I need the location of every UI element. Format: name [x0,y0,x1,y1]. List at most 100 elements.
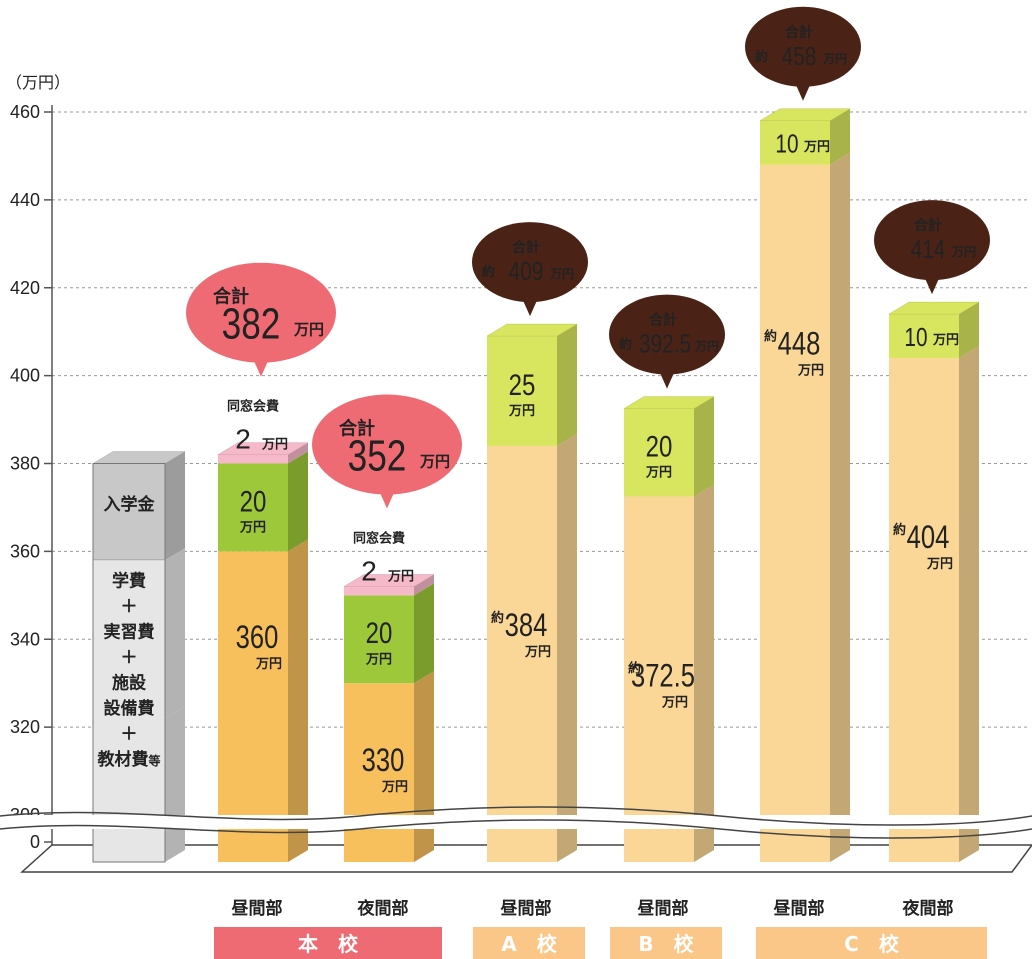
fee-unit-label: 万円 [932,333,959,348]
bubble-unit-label: 万円 [549,267,574,281]
fee-unit-label: 万円 [365,652,392,667]
bar-base-segment [760,152,850,863]
base-unit-label: 万円 [926,557,953,572]
break-line [0,819,1032,839]
approx-prefix-label: 約 [628,660,641,676]
legend-bar-top-side [165,451,185,561]
bar-fee-segment [759,108,851,165]
bubble-total-word: 合計 [213,286,249,308]
bar-alumni-segment-side [288,442,308,464]
bar-base-segment [218,539,308,862]
bubble-approx-prefix: 約 [482,264,495,280]
base-unit-label: 万円 [524,645,551,660]
bar-fee-segment-side [414,583,434,684]
bar-fee-segment-side [288,451,308,552]
bar-fee-segment-top [888,301,980,315]
category-label: 夜間部 [357,898,409,919]
bar-base-segment-front [218,551,288,862]
bar-base-segment [889,346,979,862]
bar-alumni-segment-front [218,454,288,464]
bubble-total-word: 合計 [785,24,813,41]
bar-base-segment [624,484,714,862]
school-band-bg [473,927,585,959]
bar-base-segment-side [557,433,577,862]
bar-base-segment-front [889,358,959,862]
bar-fee-segment-top [486,323,578,337]
bubble-tail [795,82,811,101]
bar-base-segment-front [624,496,694,862]
legend-bottom-label-line: 実習費 [104,622,155,643]
bar-base-segment [487,433,577,862]
fee-unit-label: 万円 [239,520,266,535]
base-value-label: 360 [236,620,279,655]
legend-bottom-label-line: 学費 [112,571,146,592]
bar-alumni-segment [343,574,435,596]
school-band: B 校 [610,927,722,959]
bar-fee-segment [486,323,578,446]
bar-fee-segment-top [623,396,715,409]
bubble-total-value: 458 [782,42,817,71]
bubble-total-word: 合計 [339,418,375,440]
legend-bar-outline [92,463,166,863]
legend-bottom-label-line: 教材費等 [96,749,160,770]
school-band-bg [610,927,722,959]
approx-prefix-label: 約 [491,610,504,626]
school-band-label: A 校 [501,932,557,956]
bar-alumni-segment-side [414,574,434,596]
bubble-total-value: 352 [348,432,407,481]
y-unit-label: （万円） [6,73,70,92]
school-band-label: B 校 [638,932,694,956]
bubble-unit-label: 万円 [419,453,450,471]
bubble-total-value: 409 [509,257,544,286]
bar-fee-segment-front [218,463,288,552]
bubble-tail [659,370,675,389]
school-band: 本 校 [214,927,442,959]
legend-bar-bottom [93,706,185,862]
bar-base-segment-side [694,484,714,862]
y-tick-label: 0 [30,832,40,852]
y-tick-label: 420 [10,278,40,298]
bubble-tail [924,276,940,295]
bubble-approx-prefix: 約 [619,337,632,353]
school-band-label: C 校 [844,932,900,956]
base-value-label: 330 [362,743,405,778]
break-band [0,815,1032,829]
alumni-value-label: 2 [361,556,377,587]
bar-base-segment-side [288,539,308,862]
fee-unit-label: 万円 [508,404,535,419]
legend-bar-bottom-side [165,706,185,862]
category-label: 昼間部 [232,898,283,919]
legend-bar-bottom-front [93,718,165,862]
y-tick-label: 380 [10,454,40,474]
bubble-body [609,294,725,375]
legend-bottom-label-line: ＋ [121,597,138,617]
approx-prefix-label: 約 [893,522,906,538]
fee-unit-label: 万円 [803,140,830,155]
base-unit-label: 万円 [797,364,824,379]
category-label: 夜間部 [902,898,954,919]
legend-top-label: 入学金 [104,494,156,515]
bar-fee-segment-front [624,408,694,497]
bubble-total-value: 382 [222,300,281,349]
bar-alumni-segment [217,442,309,464]
legend-bar-top-front [93,463,165,561]
bar-fee-segment-side [830,108,850,165]
legend-bottom-label-line: ＋ [121,648,138,668]
total-bubble: 合計約 409 万円 [472,222,588,317]
y-tick-label: 400 [10,366,40,386]
y-tick-label: 460 [10,102,40,122]
y-axis: （万円） 4604404204003803603403203000 [6,73,70,852]
fee-value-label: 20 [646,429,673,463]
bubble-unit-label: 万円 [822,52,847,66]
bubble-unit-label: 万円 [694,340,719,354]
bubble-unit-label: 万円 [951,245,976,259]
bar-base-segment-front [344,683,414,862]
y-tick-label: 440 [10,190,40,210]
fee-value-label: 20 [366,616,393,650]
fee-value-label: 10 [775,130,798,159]
bar-alumni-segment-front [344,586,414,596]
bar-fee-segment-front [344,595,414,684]
